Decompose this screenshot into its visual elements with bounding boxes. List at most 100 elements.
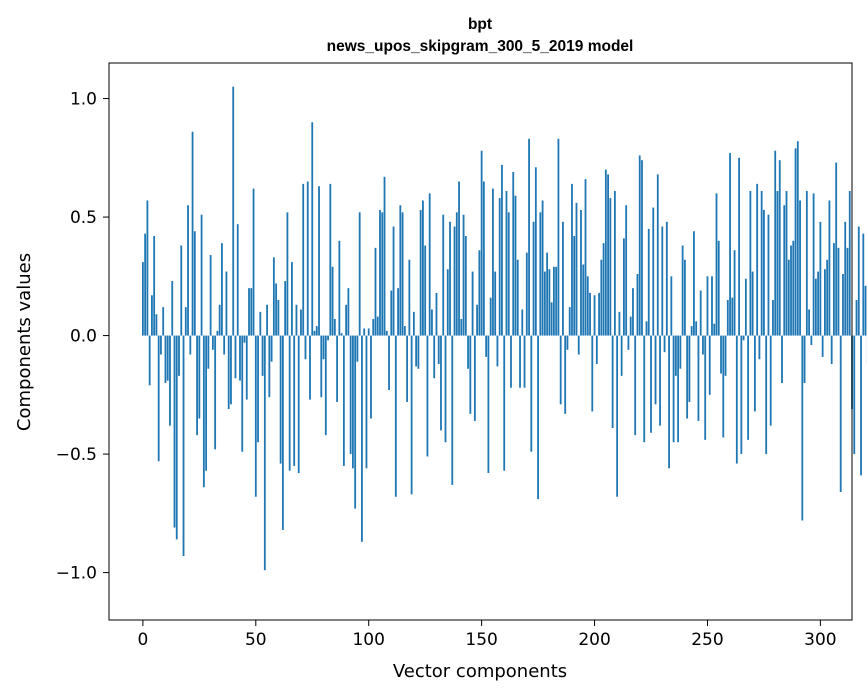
bar-56 bbox=[268, 335, 271, 398]
y-tick-label: −1.0 bbox=[56, 564, 97, 584]
bar-54 bbox=[263, 335, 266, 571]
bar-166 bbox=[516, 259, 519, 336]
bar-224 bbox=[647, 228, 650, 336]
bar-313 bbox=[848, 190, 851, 336]
bar-319 bbox=[862, 233, 865, 336]
bar-261 bbox=[731, 297, 734, 336]
bar-9 bbox=[162, 307, 165, 336]
bar-304 bbox=[828, 200, 831, 336]
bar-140 bbox=[458, 181, 460, 336]
bar-306 bbox=[833, 243, 835, 336]
bar-89 bbox=[342, 335, 345, 466]
bar-149 bbox=[478, 250, 481, 336]
bar-310 bbox=[842, 273, 844, 336]
bar-115 bbox=[401, 212, 404, 336]
bar-126 bbox=[426, 335, 429, 457]
bar-279 bbox=[772, 300, 774, 336]
bar-4 bbox=[151, 295, 153, 336]
x-tick-label: 100 bbox=[352, 630, 384, 650]
bar-32 bbox=[214, 335, 217, 450]
bar-112 bbox=[394, 335, 397, 497]
y-axis-ticks: −1.0 −0.5 0.0 0.5 1.0 bbox=[56, 90, 109, 584]
bar-181 bbox=[550, 302, 553, 336]
bar-101 bbox=[370, 335, 372, 419]
x-tick-label: 300 bbox=[804, 630, 836, 650]
bar-119 bbox=[410, 335, 413, 495]
bar-241 bbox=[686, 335, 689, 419]
bar-57 bbox=[270, 335, 273, 362]
bars-group bbox=[141, 86, 867, 571]
bar-19 bbox=[184, 307, 187, 336]
bar-180 bbox=[548, 269, 551, 336]
bar-252 bbox=[711, 276, 713, 336]
bar-182 bbox=[552, 266, 555, 336]
y-tick-label: 0.5 bbox=[70, 208, 97, 228]
bar-86 bbox=[336, 335, 338, 402]
bar-282 bbox=[778, 160, 781, 336]
bar-153 bbox=[487, 335, 490, 474]
bar-87 bbox=[338, 240, 341, 336]
bar-258 bbox=[724, 335, 727, 376]
bar-142 bbox=[462, 214, 465, 336]
bar-246 bbox=[697, 335, 700, 421]
bar-189 bbox=[568, 307, 571, 336]
bar-256 bbox=[720, 335, 722, 374]
bar-228 bbox=[656, 174, 659, 336]
bar-226 bbox=[652, 207, 655, 336]
bar-34 bbox=[218, 304, 221, 336]
bar-131 bbox=[437, 335, 440, 365]
bar-82 bbox=[327, 335, 329, 341]
bar-247 bbox=[699, 290, 702, 336]
bar-295 bbox=[808, 309, 810, 336]
bar-164 bbox=[512, 172, 515, 336]
bar-309 bbox=[839, 335, 842, 492]
bar-177 bbox=[541, 200, 544, 336]
bar-117 bbox=[406, 335, 409, 402]
bar-286 bbox=[787, 259, 790, 336]
bar-105 bbox=[379, 209, 381, 336]
bar-244 bbox=[693, 231, 695, 336]
bar-174 bbox=[534, 167, 537, 336]
bar-66 bbox=[291, 262, 293, 336]
bar-36 bbox=[223, 335, 226, 355]
x-tick-label: 250 bbox=[691, 630, 723, 650]
bar-143 bbox=[464, 236, 467, 336]
bar-159 bbox=[501, 164, 503, 336]
bar-6 bbox=[155, 314, 158, 336]
bar-26 bbox=[200, 214, 203, 336]
bar-23 bbox=[193, 231, 196, 336]
bar-245 bbox=[695, 321, 698, 336]
bar-204 bbox=[602, 243, 605, 336]
bar-125 bbox=[424, 245, 427, 336]
bar-168 bbox=[521, 309, 524, 336]
bar-124 bbox=[422, 200, 424, 336]
bar-108 bbox=[385, 330, 388, 336]
bar-13 bbox=[171, 281, 174, 336]
bar-289 bbox=[794, 148, 797, 336]
bar-103 bbox=[374, 247, 377, 336]
bar-275 bbox=[763, 209, 765, 336]
bar-211 bbox=[618, 311, 621, 336]
bar-64 bbox=[286, 212, 289, 336]
bar-280 bbox=[774, 150, 777, 336]
bar-62 bbox=[281, 335, 284, 530]
bar-38 bbox=[227, 335, 230, 410]
bar-70 bbox=[300, 309, 302, 336]
bar-29 bbox=[207, 335, 210, 369]
bar-171 bbox=[528, 138, 530, 336]
bar-184 bbox=[557, 138, 560, 336]
bar-254 bbox=[715, 193, 718, 336]
chart-title-line1: bpt bbox=[468, 16, 492, 33]
bar-78 bbox=[318, 186, 320, 336]
bar-291 bbox=[799, 200, 801, 336]
bar-236 bbox=[674, 335, 677, 376]
bar-308 bbox=[837, 247, 840, 336]
bar-283 bbox=[781, 335, 783, 383]
bar-284 bbox=[783, 205, 786, 336]
bar-109 bbox=[388, 335, 390, 391]
bar-167 bbox=[519, 335, 521, 388]
bar-81 bbox=[324, 335, 327, 436]
y-tick-label: 0.0 bbox=[70, 327, 97, 347]
bar-219 bbox=[636, 273, 639, 336]
